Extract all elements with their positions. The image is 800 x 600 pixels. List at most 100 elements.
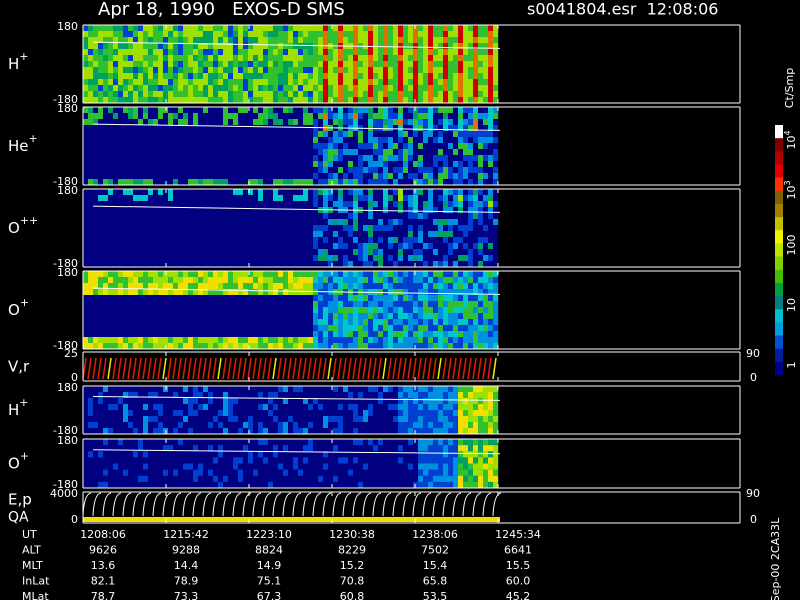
spectrogram-cell (138, 131, 144, 138)
spectrogram-cell (443, 237, 449, 244)
spectrogram-cell (363, 410, 369, 417)
spectrogram-cell (98, 79, 104, 86)
spectrogram-cell (303, 331, 309, 338)
spectrogram-cell (338, 271, 344, 278)
spectrogram-cell (428, 337, 434, 344)
spectrogram-cell (438, 213, 444, 220)
spectrogram-cell (298, 37, 304, 44)
spectrogram-cell (308, 231, 314, 238)
spectrogram-cell (218, 85, 224, 92)
spectrogram-cell (453, 173, 459, 180)
spectrogram-cell (448, 201, 454, 208)
spectrogram-cell (183, 295, 189, 302)
spectrogram-cell (83, 167, 89, 174)
spectrogram-cell (403, 107, 409, 114)
spectrogram-cell (178, 289, 184, 296)
spectrogram-cell (93, 155, 99, 162)
spectrogram-cell (443, 43, 449, 50)
spectrogram-cell (118, 195, 124, 202)
spectrogram-cell (418, 313, 424, 320)
spectrogram-cell (353, 261, 359, 268)
spectrogram-cell (328, 416, 334, 423)
spectrogram-cell (138, 37, 144, 44)
velocity-stroke (147, 357, 152, 380)
spectrogram-cell (83, 155, 89, 162)
spectrogram-cell (388, 149, 394, 156)
spectrogram-cell (188, 195, 194, 202)
spectrogram-cell (318, 55, 324, 62)
spectrogram-cell (98, 25, 104, 32)
spectrogram-cell (93, 25, 99, 32)
spectrogram-cell (388, 325, 394, 332)
spectrogram-cell (183, 25, 189, 32)
spectrogram-cell (183, 73, 189, 80)
spectrogram-cell (378, 422, 384, 429)
spectrogram-cell (388, 167, 394, 174)
spectrogram-cell (478, 331, 484, 338)
spectrogram-cell (328, 410, 334, 417)
spectrogram-cell (303, 283, 309, 290)
spectrogram-cell (223, 343, 229, 350)
spectrogram-cell (403, 55, 409, 62)
spectrogram-cell (318, 61, 324, 68)
spectrogram-cell (273, 37, 279, 44)
spectrogram-cell (413, 277, 419, 284)
spectrogram-cell (343, 149, 349, 156)
spectrogram-cell (148, 404, 154, 411)
spectrogram-cell (233, 143, 239, 150)
spectrogram-cell (448, 231, 454, 238)
spectrogram-cell (108, 119, 114, 126)
spectrogram-cell (388, 255, 394, 262)
spectrogram-cell (168, 428, 174, 435)
spectrogram-cell (473, 125, 479, 132)
spectrogram-cell (388, 277, 394, 284)
spectrogram-cell (178, 398, 184, 405)
spectrogram-cell (373, 422, 379, 429)
spectrogram-cell (118, 243, 124, 250)
spectrogram-cell (428, 85, 434, 92)
spectrogram-cell (368, 219, 374, 226)
spectrogram-cell (138, 189, 144, 196)
spectrogram-cell (173, 125, 179, 132)
spectrogram-cell (228, 219, 234, 226)
spectrogram-cell (483, 125, 489, 132)
spectrogram-cell (458, 307, 464, 314)
spectrogram-cell (408, 295, 414, 302)
spectrogram-cell (393, 167, 399, 174)
spectrogram-cell (228, 85, 234, 92)
spectrogram (83, 271, 501, 350)
spectrogram-cell (473, 283, 479, 290)
spectrogram-cell (98, 398, 104, 405)
spectrogram-cell (373, 149, 379, 156)
spectrogram-cell (213, 125, 219, 132)
spectrogram-cell (393, 283, 399, 290)
spectrogram-cell (438, 113, 444, 120)
spectrogram-cell (138, 207, 144, 214)
spectrogram-cell (228, 91, 234, 98)
spectrogram-cell (168, 237, 174, 244)
spectrogram-cell (318, 271, 324, 278)
spectrogram-cell (443, 73, 449, 80)
spectrogram-cell (293, 261, 299, 268)
spectrogram-cell (223, 325, 229, 332)
spectrogram-cell (333, 61, 339, 68)
spectrogram-cell (448, 277, 454, 284)
spectrogram-cell (318, 301, 324, 308)
spectrogram-cell (398, 295, 404, 302)
spectrogram-cell (268, 149, 274, 156)
spectrogram-cell (178, 31, 184, 38)
spectrogram-cell (138, 319, 144, 326)
spectrogram-cell (88, 85, 94, 92)
spectrogram-cell (128, 173, 134, 180)
spectrogram-cell (253, 313, 259, 320)
spectrogram-cell (228, 61, 234, 68)
spectrogram-cell (438, 207, 444, 214)
spectrogram-cell (493, 137, 499, 144)
spectrogram-cell (298, 325, 304, 332)
spectrogram-cell (288, 113, 294, 120)
spectrogram-cell (118, 225, 124, 232)
spectrogram-cell (93, 55, 99, 62)
velocity-stroke (222, 357, 227, 380)
spectrogram-cell (383, 49, 389, 56)
spectrogram-cell (363, 398, 369, 405)
